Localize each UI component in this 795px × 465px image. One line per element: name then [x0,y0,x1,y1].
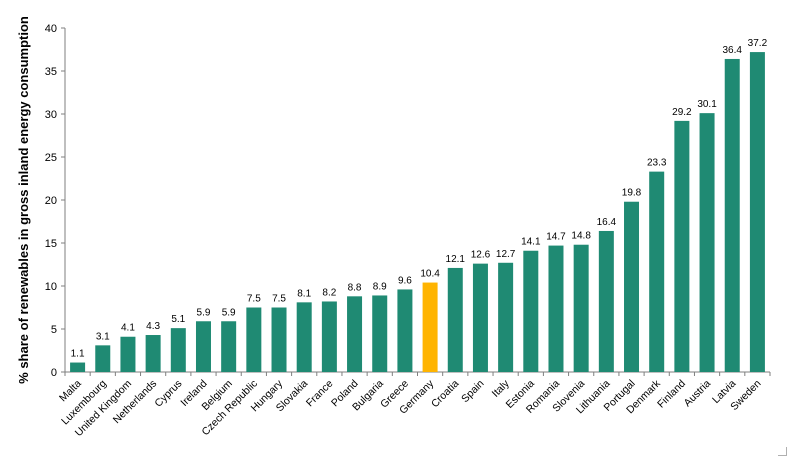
value-label: 3.1 [96,331,110,342]
x-tick-label: Finland [655,378,688,411]
bar-romania [548,245,564,372]
y-tick-label: 0 [51,367,57,379]
value-label: 30.1 [697,99,717,110]
bar-latvia [724,58,740,373]
value-label: 36.4 [722,45,742,56]
resize-corner-mark [778,447,787,456]
bar-united-kingdom [120,336,136,372]
value-label: 8.2 [322,287,336,298]
data-labels: 1.1 3.1 4.1 4.3 5.1 5.9 5.9 7.5 7.5 8.1 8.2 8.8 8.9 9… [71,38,768,359]
bar-italy [498,262,514,372]
bar-netherlands [145,335,161,372]
value-label: 23.3 [647,158,667,169]
value-label: 7.5 [247,294,261,305]
value-label: 7.5 [272,294,286,305]
bar-luxembourg [95,345,111,372]
value-label: 19.8 [622,188,642,199]
bar-spain [472,263,488,372]
x-tick-label: Spain [459,378,487,406]
value-label: 5.1 [171,314,185,325]
bar-belgium [221,321,237,372]
bar-czech-republic [246,307,262,372]
value-label: 12.7 [496,249,516,260]
y-tick-label: 35 [45,66,57,78]
bar-ireland [195,321,211,372]
value-label: 8.9 [373,281,387,292]
value-label: 12.1 [446,254,466,265]
bar-slovenia [573,244,589,372]
value-label: 4.3 [146,321,160,332]
x-tick-label: Croatia [429,378,462,411]
value-label: 9.6 [398,275,412,286]
value-label: 8.8 [348,282,362,293]
bar-finland [674,120,690,372]
bar-denmark [649,171,665,372]
y-tick-label: 25 [45,152,57,164]
value-label: 14.1 [521,237,541,248]
value-label: 16.4 [597,217,617,228]
bar-lithuania [598,230,614,372]
value-label: 14.8 [571,231,591,242]
value-label: 8.1 [297,288,311,299]
bar-slovakia [296,302,312,372]
bar-germany [422,282,438,372]
value-label: 5.9 [222,307,236,318]
value-label: 12.6 [471,250,491,261]
bar-france [321,301,337,372]
bar-greece [397,289,413,372]
bar-portugal [624,201,640,372]
bar-poland [347,296,363,372]
bar-sweden [749,52,765,373]
x-tick-label: Austria [682,378,714,410]
value-label: 14.7 [546,232,566,243]
bar-estonia [523,250,539,372]
value-label: 4.1 [121,323,135,334]
y-tick-label: 10 [45,281,57,293]
y-axis-title-group: % share of renewables in gross inland en… [16,16,31,384]
y-tick-label: 30 [45,109,57,121]
y-tick-label: 20 [45,195,57,207]
x-tick-label: Cyprus [152,378,184,410]
y-tick-label: 15 [45,238,57,250]
value-label: 29.2 [672,107,692,118]
y-tick-label: 40 [45,23,57,35]
x-tick-label: France [304,378,336,410]
bars [70,52,765,373]
bar-malta [70,362,86,372]
value-label: 37.2 [748,38,768,49]
bar-bulgaria [372,295,388,372]
y-axis-title: % share of renewables in gross inland en… [16,16,31,384]
bar-cyprus [170,328,186,372]
value-label: 1.1 [71,349,85,360]
bar-hungary [271,307,287,372]
value-label: 5.9 [197,307,211,318]
y-tick-label: 5 [51,324,57,336]
bar-croatia [447,267,463,372]
value-label: 10.4 [420,269,440,280]
bar-austria [699,113,715,372]
